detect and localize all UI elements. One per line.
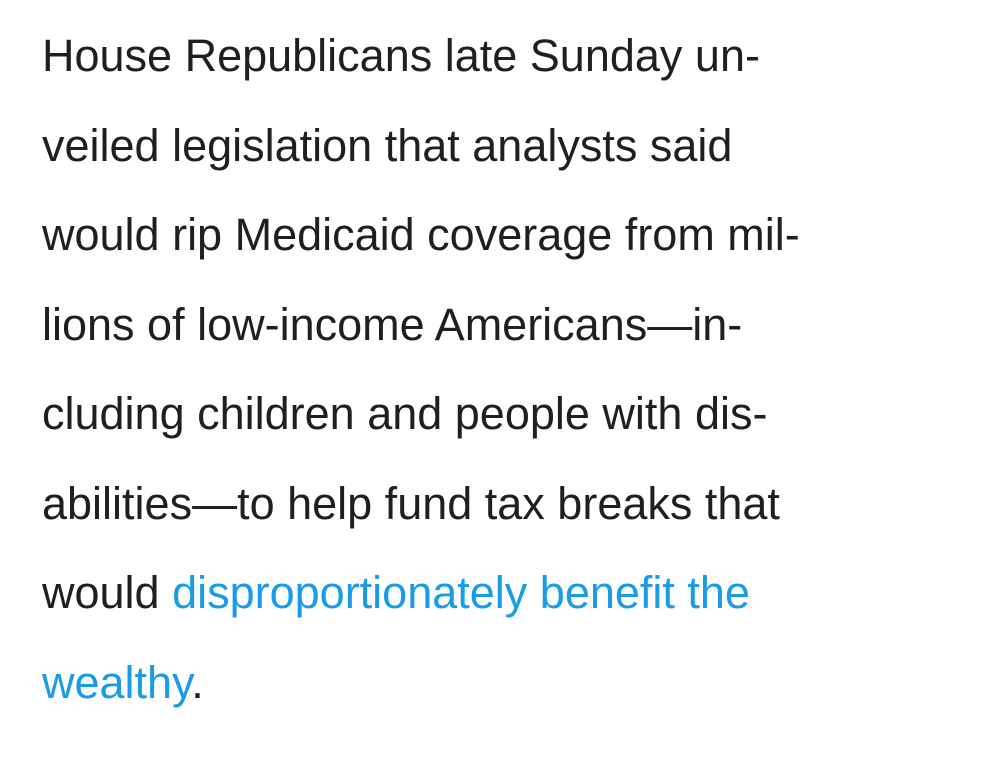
paragraph-line-8: wealthy. xyxy=(42,638,982,728)
paragraph-line-2: veiled legislation that analysts said xyxy=(42,119,733,171)
paragraph-line-6: abilities—to help fund tax breaks that xyxy=(42,477,780,529)
article-paragraph: House Republicans late Sunday un- veiled… xyxy=(42,11,982,727)
paragraph-line-7: would disproportionately benefit the xyxy=(42,548,982,638)
inline-link-part-2[interactable]: wealthy xyxy=(42,656,192,708)
paragraph-line-3: would rip Medicaid coverage from mil- xyxy=(42,209,800,260)
paragraph-line-4: lions of low-income Americans—in- xyxy=(42,298,743,350)
closing-period: . xyxy=(191,656,204,708)
line-7-prefix: would xyxy=(42,567,173,618)
inline-link-part-1[interactable]: disproportionately benefit the xyxy=(172,567,750,618)
paragraph-line-5: cluding children and people with dis- xyxy=(42,388,768,439)
paragraph-line-1: House Republicans late Sunday un- xyxy=(42,30,760,81)
